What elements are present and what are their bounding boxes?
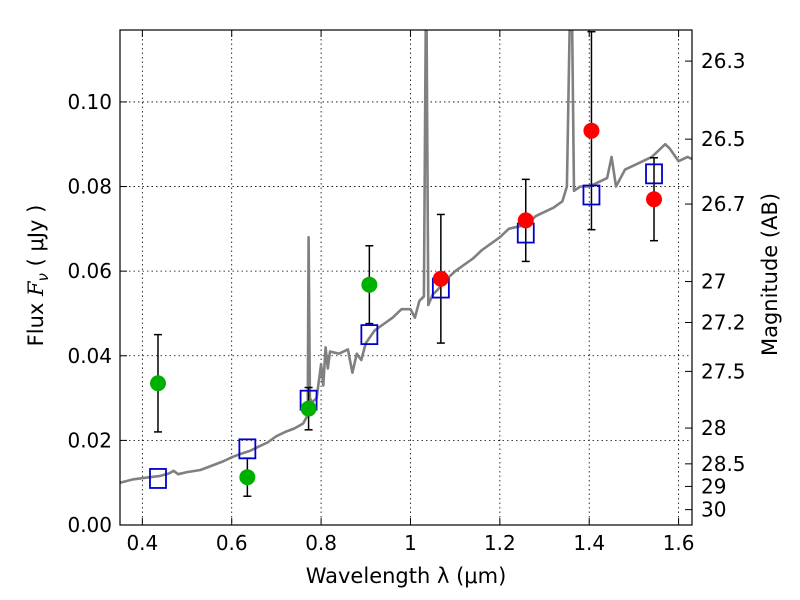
model-point <box>360 324 379 346</box>
x-tick-label: 1.2 <box>484 531 516 555</box>
red-point <box>517 212 534 229</box>
green-point <box>300 400 317 417</box>
y-label-subscript: ν <box>34 273 52 281</box>
x-tick-label: 0.8 <box>305 531 337 555</box>
magnitude-tick-label: 26.3 <box>701 49 746 73</box>
errorbar-layer <box>153 30 659 497</box>
magnitude-tick-label: 28.5 <box>701 452 746 476</box>
y-label-prefix: Flux <box>24 296 48 346</box>
y-tick-label: 0.08 <box>67 175 112 199</box>
x-tick-label: 0.4 <box>126 531 158 555</box>
model-point <box>582 184 601 206</box>
x-tick-label: 0.6 <box>216 531 248 555</box>
y-tick-label: 0.04 <box>67 344 112 368</box>
y-tick-label: 0.06 <box>67 259 112 283</box>
magnitude-tick-label: 30 <box>701 498 726 522</box>
y-tick-label: 0.00 <box>67 513 112 537</box>
spectrum-layer <box>120 30 692 484</box>
y-label-suffix: ( μJy ) <box>24 205 48 273</box>
green-point <box>239 469 256 486</box>
x-tick-label: 1 <box>404 531 417 555</box>
y-axis-label: Flux Fν ( μJy ) <box>24 205 52 347</box>
magnitude-tick-label: 27.2 <box>701 311 746 335</box>
y-tick-label: 0.10 <box>67 90 112 114</box>
magnitude-tick-label: 27.5 <box>701 359 746 383</box>
green-point <box>149 375 166 392</box>
green-point <box>361 276 378 293</box>
x-tick-label: 1.6 <box>663 531 695 555</box>
model-point <box>238 438 257 460</box>
grid-lines <box>120 30 692 526</box>
magnitude-tick-label: 26.7 <box>701 192 746 216</box>
x-axis-label: Wavelength λ (μm) <box>306 564 507 588</box>
red-point <box>646 191 663 208</box>
magnitude-tick-label: 29 <box>701 474 726 498</box>
tick-layer: 0.4 0.6 0.8 1 1.2 1.4 1.6 0.00 0.02 0.04 0.06 0.08 0… <box>67 30 746 555</box>
y-tick-label: 0.02 <box>67 428 112 452</box>
y-label-symbol: F <box>24 280 48 297</box>
plot-frame <box>119 29 693 526</box>
model-point <box>149 468 167 489</box>
x-tick-label: 1.4 <box>573 531 605 555</box>
points-layer <box>149 122 663 489</box>
magnitude-tick-label: 28 <box>701 416 726 440</box>
red-point <box>583 122 600 139</box>
red-point <box>432 270 449 287</box>
magnitude-axis-label: Magnitude (AB) <box>758 193 782 356</box>
model-point <box>645 163 663 185</box>
magnitude-tick-label: 27 <box>701 270 726 294</box>
magnitude-tick-label: 26.5 <box>701 127 746 151</box>
spectrum-line <box>120 30 692 484</box>
